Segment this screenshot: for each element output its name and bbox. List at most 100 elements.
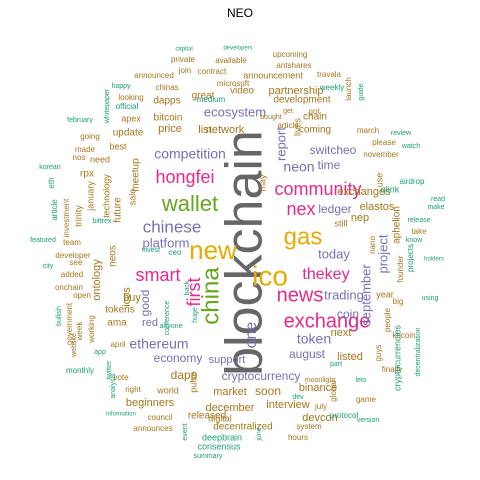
cloud-word: dapp — [171, 368, 198, 382]
cloud-word: featured — [30, 237, 56, 244]
cloud-word: april — [110, 340, 125, 349]
cloud-word: may — [257, 174, 267, 192]
cloud-word: moonlight — [305, 377, 335, 384]
cloud-word: development — [273, 95, 330, 106]
cloud-word: part — [330, 361, 342, 368]
cloud-word: whitepaper — [104, 88, 111, 124]
cloud-word: ico — [252, 260, 288, 291]
cloud-word: competition — [154, 146, 226, 162]
cloud-word: bittrex — [92, 218, 112, 225]
cloud-word: red — [142, 317, 158, 329]
cloud-word: review — [391, 130, 412, 137]
cloud-word: analysis — [110, 373, 117, 399]
cloud-word: one — [243, 322, 260, 349]
cloud-word: dev — [292, 394, 304, 401]
cloud-word: ceo — [169, 248, 182, 257]
cloud-word: read — [431, 196, 445, 203]
cloud-word: interview — [266, 399, 309, 411]
cloud-word: version — [357, 417, 380, 424]
cloud-word: conference — [164, 301, 171, 336]
cloud-word: people — [383, 307, 392, 332]
cloud-word: finally — [382, 365, 402, 374]
cloud-word: buy — [123, 292, 141, 304]
cloud-word: economy — [154, 351, 203, 365]
cloud-word: trading — [324, 287, 364, 302]
cloud-word: november — [363, 150, 399, 159]
cloud-word: exchanges — [337, 186, 391, 198]
cloud-word: platform — [143, 235, 190, 250]
cloud-word: projects — [406, 244, 415, 272]
cloud-word: guys — [374, 345, 383, 362]
cloud-word: kucoin — [392, 331, 415, 340]
cloud-word: cryptocurrency — [222, 369, 301, 383]
cloud-word: join — [178, 66, 191, 75]
cloud-word: invest — [142, 247, 160, 254]
cloud-word: price — [158, 123, 182, 135]
cloud-word: korean — [39, 164, 61, 171]
cloud-word: know — [406, 237, 423, 244]
cloud-word: world — [156, 385, 179, 395]
cloud-word: bitcoin — [154, 113, 183, 124]
cloud-word: neon — [283, 159, 314, 175]
cloud-word: investment — [62, 198, 71, 237]
cloud-word: switcheo — [310, 143, 357, 157]
cloud-word: update — [113, 128, 144, 139]
cloud-word: developer — [55, 251, 90, 260]
cloud-word: looking — [118, 93, 143, 102]
cloud-word: released — [188, 411, 226, 422]
cloud-word: token — [297, 331, 331, 347]
cloud-word: open — [73, 291, 91, 300]
cloud-word: list — [198, 124, 211, 136]
cloud-word: devcon — [302, 412, 337, 424]
cloud-word: chinas — [155, 83, 178, 92]
cloud-word: blockchain — [216, 130, 274, 376]
cloud-word: weekly — [319, 83, 344, 92]
cloud-word: chain — [303, 112, 327, 123]
cloud-word: event — [182, 423, 189, 440]
cloud-word: onchain — [55, 283, 83, 292]
cloud-word: medium — [197, 95, 226, 104]
cloud-word: neos — [108, 245, 119, 267]
cloud-word: private — [171, 55, 196, 64]
cloud-word: guide — [358, 83, 365, 100]
cloud-word: market — [213, 386, 247, 398]
cloud-word: binance — [299, 382, 338, 394]
cloud-word: information — [106, 412, 136, 418]
cloud-word: apex — [121, 113, 141, 123]
cloud-word: soon — [255, 384, 281, 398]
cloud-word: project — [375, 234, 390, 273]
cloud-word: beginners — [126, 397, 175, 409]
cloud-word: airdrop — [400, 177, 425, 186]
cloud-word: elastos — [360, 201, 395, 213]
cloud-word: cryptocurrencies — [392, 324, 402, 391]
cloud-word: good — [138, 290, 152, 317]
figure-title: NEO — [226, 6, 253, 20]
cloud-word: news — [277, 284, 324, 306]
cloud-word: article — [277, 121, 299, 130]
cloud-word: trinity — [73, 205, 83, 227]
cloud-word: using — [422, 295, 439, 302]
cloud-word: got — [308, 107, 320, 116]
cloud-word: pulse — [188, 371, 198, 393]
cloud-word: september — [358, 264, 373, 326]
cloud-word: ama — [107, 318, 127, 329]
cloud-word: nano — [368, 236, 377, 254]
cloud-word: back — [184, 280, 191, 295]
cloud-word: announces — [133, 424, 172, 433]
cloud-word: global — [329, 380, 338, 402]
cloud-word: announced — [134, 71, 174, 80]
cloud-word: chinese — [143, 217, 202, 236]
cloud-word: decentralization — [415, 327, 422, 376]
cloud-word: need — [90, 154, 110, 164]
cloud-word: coin — [337, 307, 359, 321]
cloud-word: announcement — [243, 70, 303, 80]
cloud-word: tokens — [105, 305, 134, 316]
cloud-word: decentralized — [213, 422, 272, 433]
cloud-word: report — [273, 127, 288, 161]
cloud-word: developers — [223, 46, 252, 52]
cloud-word: still — [335, 218, 348, 228]
cloud-word: nep — [351, 212, 369, 224]
cloud-word: march — [357, 126, 379, 135]
cloud-word: june — [256, 427, 263, 441]
